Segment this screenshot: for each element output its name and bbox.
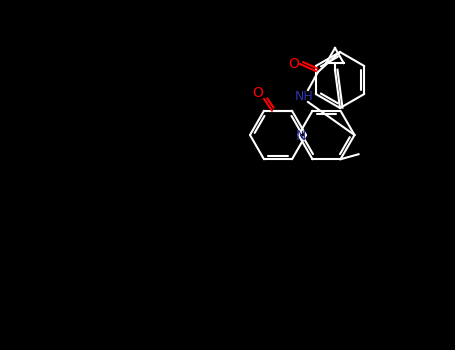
Text: O: O <box>288 57 299 71</box>
Text: O: O <box>253 86 263 100</box>
Text: N: N <box>295 129 306 143</box>
Text: NH: NH <box>295 90 313 103</box>
